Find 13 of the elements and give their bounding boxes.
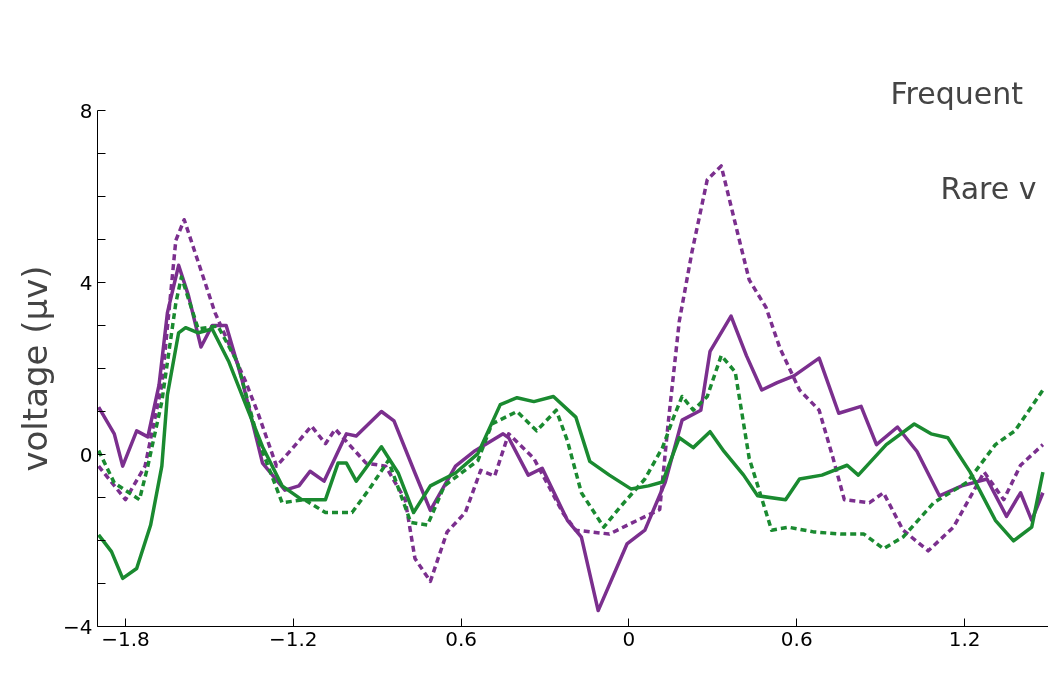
y-tick-label: 0 xyxy=(79,442,93,467)
annotation: Rare v xyxy=(940,171,1037,206)
x-tick-label: 1.2 xyxy=(948,626,981,651)
x-tick-label: 0.6 xyxy=(780,626,813,651)
annotation: Frequent xyxy=(890,75,1024,111)
y-tick-label: 8 xyxy=(79,98,93,123)
y-axis-title: voltage (μv) xyxy=(15,265,56,472)
x-tick-label: 0 xyxy=(622,626,636,651)
y-tick-label: 4 xyxy=(79,270,93,295)
y-tick-label: −4 xyxy=(63,614,93,639)
x-tick-label: 0.6 xyxy=(445,626,478,651)
x-tick-label: −1.8 xyxy=(101,626,150,651)
x-tick-label: −1.2 xyxy=(269,626,318,651)
